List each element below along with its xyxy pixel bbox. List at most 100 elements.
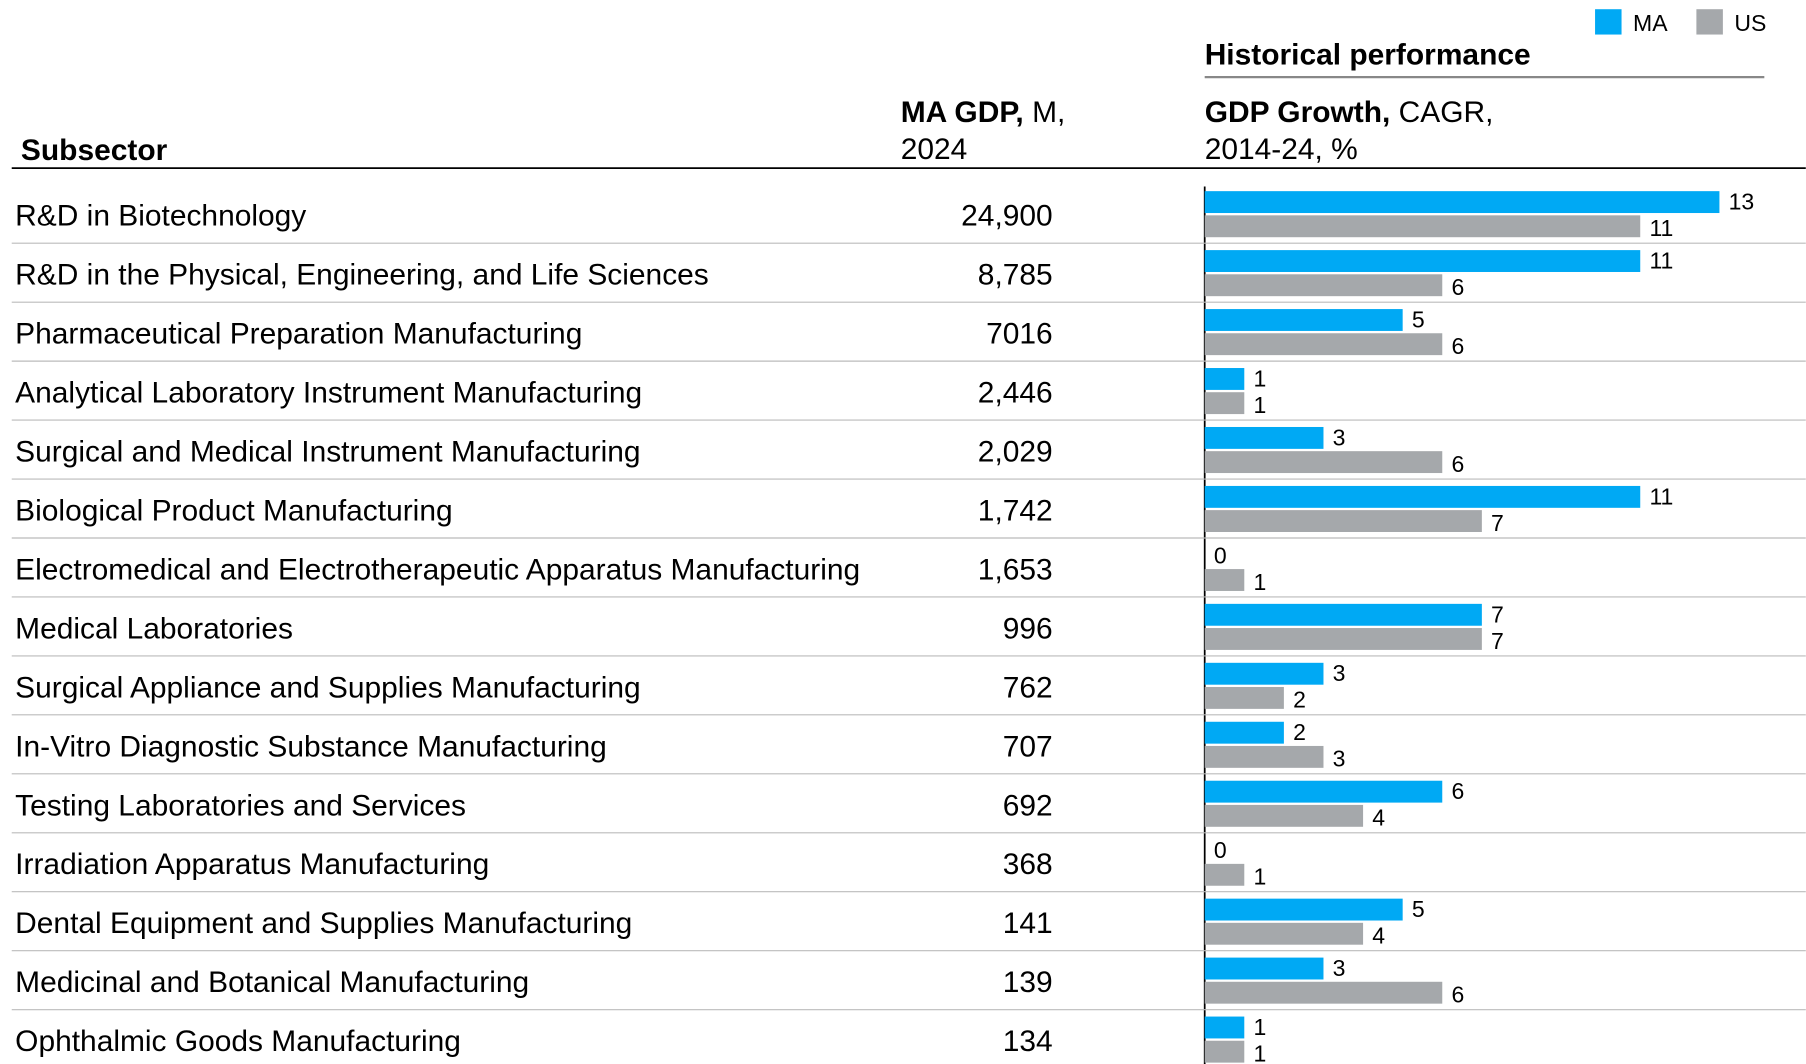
gdp-value: 2,029 (978, 436, 1053, 469)
gdp-value: 7016 (986, 318, 1053, 351)
subsector-label: Analytical Laboratory Instrument Manufac… (15, 377, 642, 410)
gdp-value: 1,653 (978, 553, 1053, 586)
header-rest: M, (1032, 96, 1065, 129)
header-bold: GDP Growth, (1205, 96, 1391, 129)
gdp-value: 762 (1003, 671, 1053, 704)
bar-value: 7 (1491, 601, 1504, 627)
bar (1204, 392, 1245, 415)
subsector-label: Electromedical and Electrotherapeutic Ap… (15, 553, 860, 586)
header-bold: MA GDP, (901, 96, 1024, 129)
bar (1204, 426, 1324, 449)
bar-value: 11 (1649, 483, 1673, 509)
bar-value: 3 (1333, 955, 1346, 981)
subsector-label: Dental Equipment and Supplies Manufactur… (15, 907, 632, 940)
gdp-value: 24,900 (961, 200, 1053, 233)
subsector-label: Irradiation Apparatus Manufacturing (15, 848, 489, 881)
subsector-label: Biological Product Manufacturing (15, 494, 452, 527)
legend-label: MA (1633, 10, 1668, 36)
subsector-label: R&D in the Physical, Engineering, and Li… (15, 259, 709, 292)
bar-value: 0 (1214, 837, 1227, 863)
subsector-label: R&D in Biotechnology (15, 200, 306, 233)
subsector-label: Surgical Appliance and Supplies Manufact… (15, 671, 640, 704)
bar (1204, 485, 1641, 508)
bar-value: 1 (1254, 365, 1267, 391)
bar-value: 11 (1649, 215, 1673, 241)
subsector-label: In-Vitro Diagnostic Substance Manufactur… (15, 730, 607, 763)
section-title: Historical performance (1205, 38, 1531, 71)
bar (1204, 745, 1324, 768)
gdp-value: 141 (1003, 907, 1053, 940)
bar-value: 6 (1451, 274, 1464, 300)
gdp-value: 134 (1003, 1025, 1053, 1058)
legend-label: US (1734, 10, 1766, 36)
bar (1204, 804, 1364, 827)
bar (1204, 686, 1284, 709)
gdp-value: 139 (1003, 966, 1053, 999)
bar-value: 4 (1372, 805, 1385, 831)
bar-value: 1 (1254, 569, 1267, 595)
bar-value: 4 (1372, 923, 1385, 949)
bar-value: 0 (1214, 542, 1227, 568)
bar (1204, 922, 1364, 945)
subsector-label: Ophthalmic Goods Manufacturing (15, 1025, 461, 1058)
bar (1204, 628, 1482, 650)
bar (1204, 981, 1443, 1004)
bar-value: 7 (1491, 510, 1504, 536)
bar (1204, 898, 1403, 921)
bar-value: 5 (1412, 306, 1425, 332)
gdp-value: 1,742 (978, 494, 1053, 527)
bar (1204, 662, 1324, 685)
subsector-label: Pharmaceutical Preparation Manufacturing (15, 318, 582, 351)
subsector-label: Testing Laboratories and Services (15, 789, 466, 822)
bar (1204, 1016, 1245, 1039)
bar-value: 6 (1451, 333, 1464, 359)
bar (1204, 368, 1245, 390)
bar-value: 3 (1333, 746, 1346, 772)
bar (1204, 215, 1641, 238)
column-header: 2024 (901, 133, 968, 166)
legend-swatch (1696, 9, 1723, 35)
bar-value: 5 (1412, 896, 1425, 922)
gdp-value: 368 (1003, 848, 1053, 881)
bar-value: 2 (1293, 687, 1306, 713)
bar-value: 6 (1451, 451, 1464, 477)
bar (1204, 603, 1482, 626)
bar (1204, 863, 1245, 886)
bar-value: 6 (1451, 982, 1464, 1008)
bar (1204, 191, 1720, 214)
bar-value: 2 (1293, 719, 1306, 745)
gdp-value: 996 (1003, 612, 1053, 645)
bar (1204, 1040, 1245, 1063)
bar (1204, 250, 1641, 272)
column-header: GDP Growth, CAGR, (1205, 96, 1494, 129)
bar (1204, 510, 1482, 532)
bar-value: 6 (1451, 778, 1464, 804)
bar (1204, 309, 1403, 331)
subsector-label: Medicinal and Botanical Manufacturing (15, 966, 529, 999)
bar-value: 1 (1254, 1014, 1267, 1040)
bar-value: 3 (1333, 660, 1346, 686)
bar-value: 11 (1649, 248, 1673, 274)
column-header: MA GDP, M, (901, 96, 1066, 129)
gdp-value: 692 (1003, 789, 1053, 822)
bar (1204, 957, 1324, 980)
bar (1204, 274, 1443, 297)
bar (1204, 569, 1245, 591)
gdp-value: 707 (1003, 730, 1053, 763)
gdp-value: 8,785 (978, 259, 1053, 292)
bar-value: 3 (1333, 424, 1346, 450)
subsector-label: Surgical and Medical Instrument Manufact… (15, 436, 640, 469)
legend-swatch (1595, 9, 1622, 35)
bar (1204, 333, 1443, 356)
bar-value: 7 (1491, 628, 1504, 654)
column-header: Subsector (21, 134, 168, 167)
bar (1204, 721, 1284, 744)
bar-value: 1 (1254, 1040, 1267, 1064)
bar (1204, 451, 1443, 474)
bar-value: 13 (1729, 189, 1755, 215)
subsector-label: Medical Laboratories (15, 612, 293, 645)
bar-value: 1 (1254, 392, 1267, 418)
header-rest: CAGR, (1399, 96, 1494, 129)
bar-value: 1 (1254, 864, 1267, 890)
